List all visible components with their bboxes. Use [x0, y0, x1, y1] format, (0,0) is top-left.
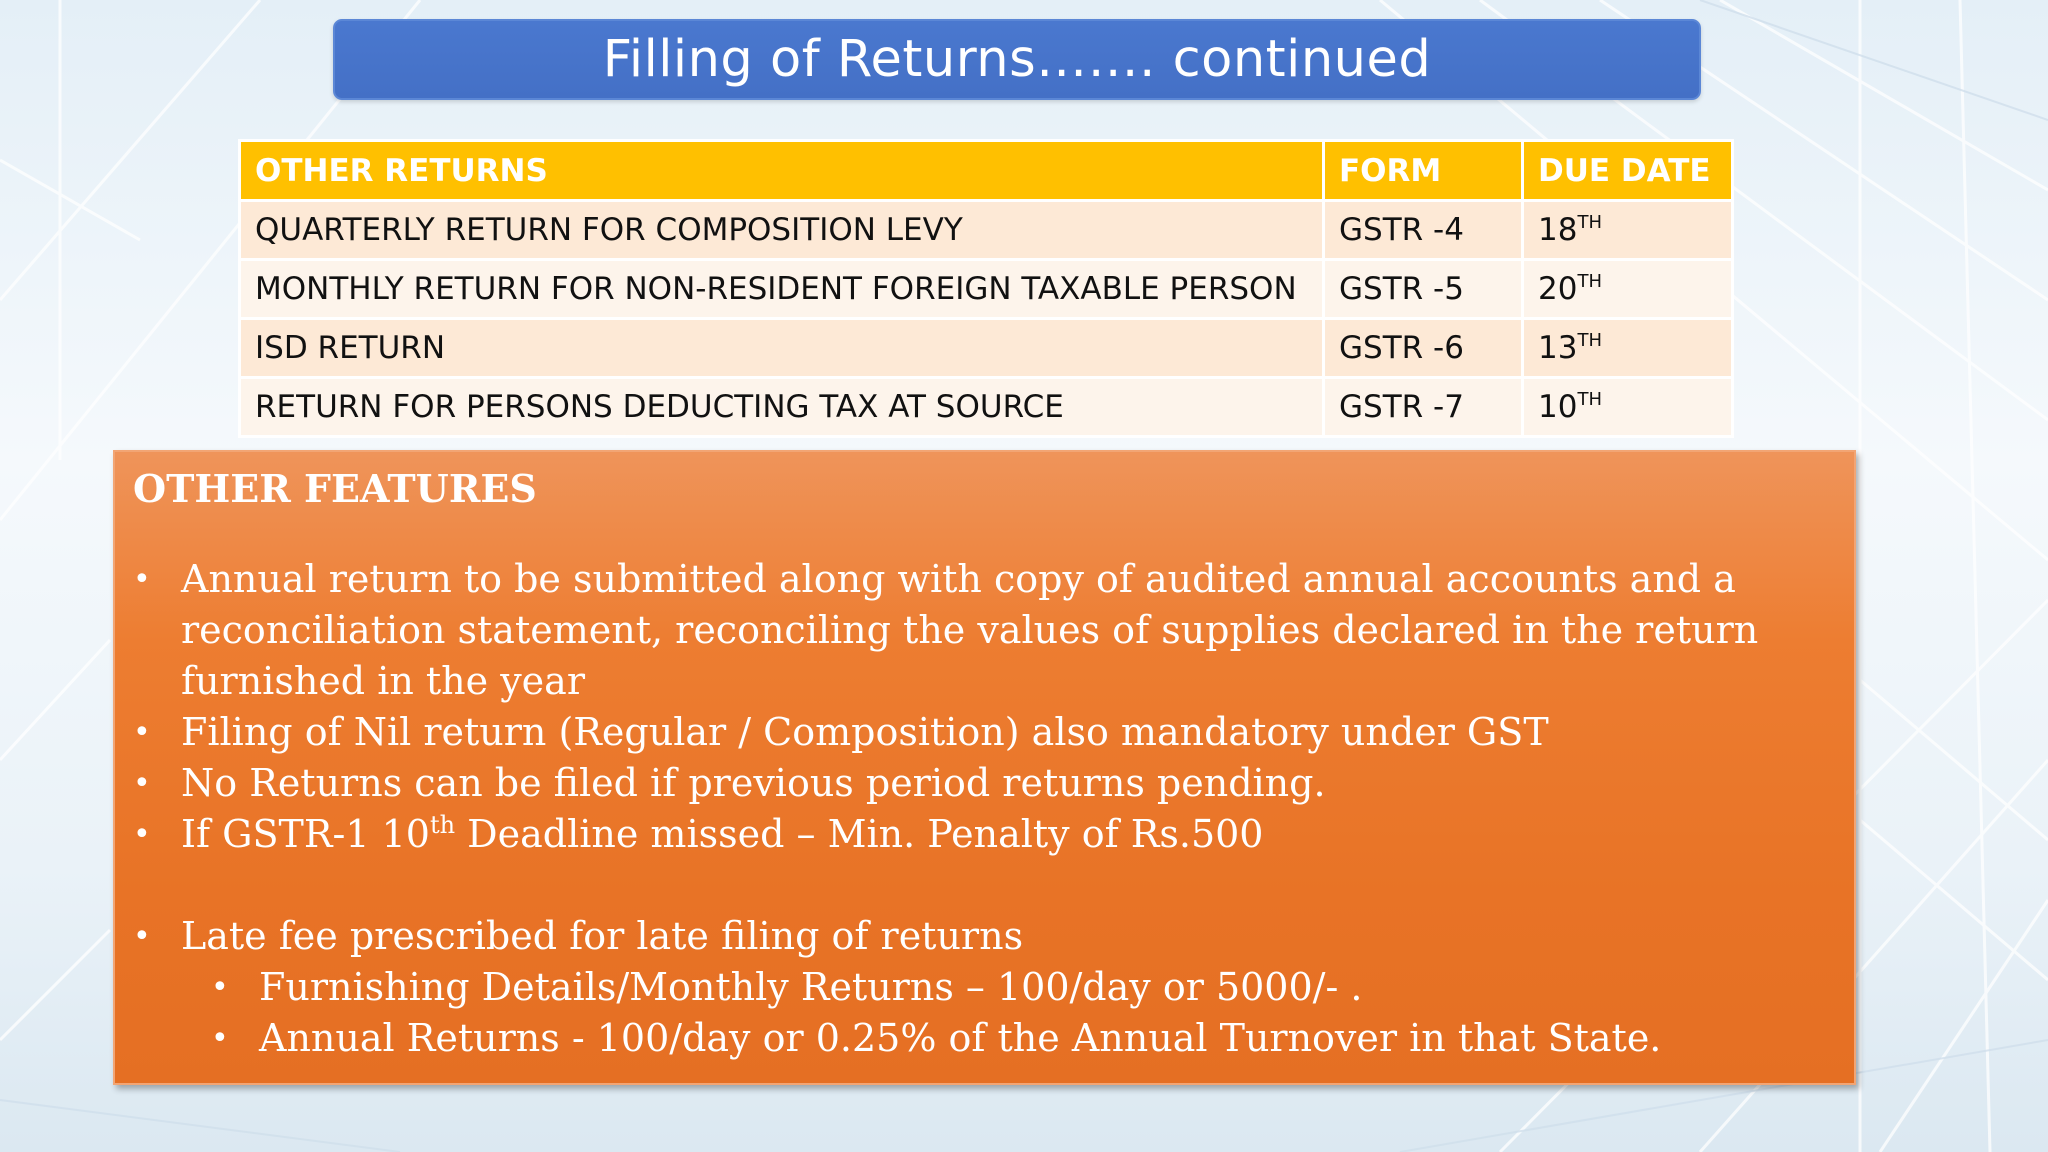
return-form: GSTR -4 [1322, 199, 1524, 261]
item-text: No Returns can be filed if previous peri… [181, 761, 1326, 805]
due-day: 18 [1538, 212, 1578, 248]
bullet-icon: • [133, 562, 151, 597]
due-day: 13 [1538, 330, 1578, 366]
item-text: Late fee prescribed for late filing of r… [181, 914, 1024, 958]
bullet-icon: • [133, 766, 151, 801]
features-heading: OTHER FEATURES [133, 466, 537, 511]
sub-item-text: Annual Returns - 100/day or 0.25% of the… [259, 1016, 1662, 1060]
return-form: GSTR -7 [1322, 376, 1524, 438]
return-form: GSTR -5 [1322, 258, 1524, 320]
table-row: MONTHLY RETURN FOR NON-RESIDENT FOREIGN … [238, 258, 1734, 320]
due-suffix: TH [1577, 389, 1602, 410]
item-text-end: Deadline missed – Min. Penalty of Rs.500 [455, 812, 1264, 856]
table-row: RETURN FOR PERSONS DEDUCTING TAX AT SOUR… [238, 376, 1734, 438]
bullet-icon: • [133, 715, 151, 750]
item-text: Annual return to be submitted along with… [181, 557, 1759, 703]
header-due-date: DUE DATE [1521, 139, 1734, 202]
return-due-date: 13TH [1521, 317, 1734, 379]
return-form: GSTR -6 [1322, 317, 1524, 379]
other-features-box: OTHER FEATURES • Annual return to be sub… [113, 450, 1856, 1085]
list-item: • No Returns can be filed if previous pe… [133, 758, 1836, 809]
sub-list-item: • Furnishing Details/Monthly Returns – 1… [133, 962, 1836, 1013]
return-description: MONTHLY RETURN FOR NON-RESIDENT FOREIGN … [238, 258, 1325, 320]
ordinal-suffix: th [429, 811, 456, 839]
other-returns-table: OTHER RETURNS FORM DUE DATE QUARTERLY RE… [238, 139, 1734, 438]
header-form: FORM [1322, 139, 1524, 202]
bullet-icon: • [133, 817, 151, 852]
list-item: • Late fee prescribed for late filing of… [133, 911, 1836, 962]
item-text: Filing of Nil return (Regular / Composit… [181, 710, 1549, 754]
sub-item-text: Furnishing Details/Monthly Returns – 100… [259, 965, 1363, 1009]
return-description: RETURN FOR PERSONS DEDUCTING TAX AT SOUR… [238, 376, 1325, 438]
slide-title: Filling of Returns……. continued [602, 30, 1432, 89]
due-suffix: TH [1577, 271, 1602, 292]
sub-list-item: • Annual Returns - 100/day or 0.25% of t… [133, 1013, 1836, 1064]
bullet-icon: • [211, 1021, 229, 1056]
title-banner: Filling of Returns……. continued [333, 19, 1701, 100]
item-text: If GSTR-1 10th Deadline missed – Min. Pe… [181, 812, 1263, 856]
list-item: • Annual return to be submitted along wi… [133, 554, 1836, 707]
table-header-row: OTHER RETURNS FORM DUE DATE [238, 139, 1734, 202]
return-due-date: 10TH [1521, 376, 1734, 438]
due-day: 10 [1538, 389, 1578, 425]
header-other-returns: OTHER RETURNS [238, 139, 1325, 202]
list-item: • If GSTR-1 10th Deadline missed – Min. … [133, 809, 1836, 860]
table-row: QUARTERLY RETURN FOR COMPOSITION LEVY GS… [238, 199, 1734, 261]
return-description: ISD RETURN [238, 317, 1325, 379]
due-suffix: TH [1577, 212, 1602, 233]
due-suffix: TH [1577, 330, 1602, 351]
features-list: • Annual return to be submitted along wi… [133, 554, 1836, 1064]
due-day: 20 [1538, 271, 1578, 307]
list-item: • Filing of Nil return (Regular / Compos… [133, 707, 1836, 758]
item-text-start: If GSTR-1 10 [181, 812, 430, 856]
return-description: QUARTERLY RETURN FOR COMPOSITION LEVY [238, 199, 1325, 261]
bullet-icon: • [133, 919, 151, 954]
bullet-icon: • [211, 970, 229, 1005]
table-row: ISD RETURN GSTR -6 13TH [238, 317, 1734, 379]
return-due-date: 18TH [1521, 199, 1734, 261]
return-due-date: 20TH [1521, 258, 1734, 320]
